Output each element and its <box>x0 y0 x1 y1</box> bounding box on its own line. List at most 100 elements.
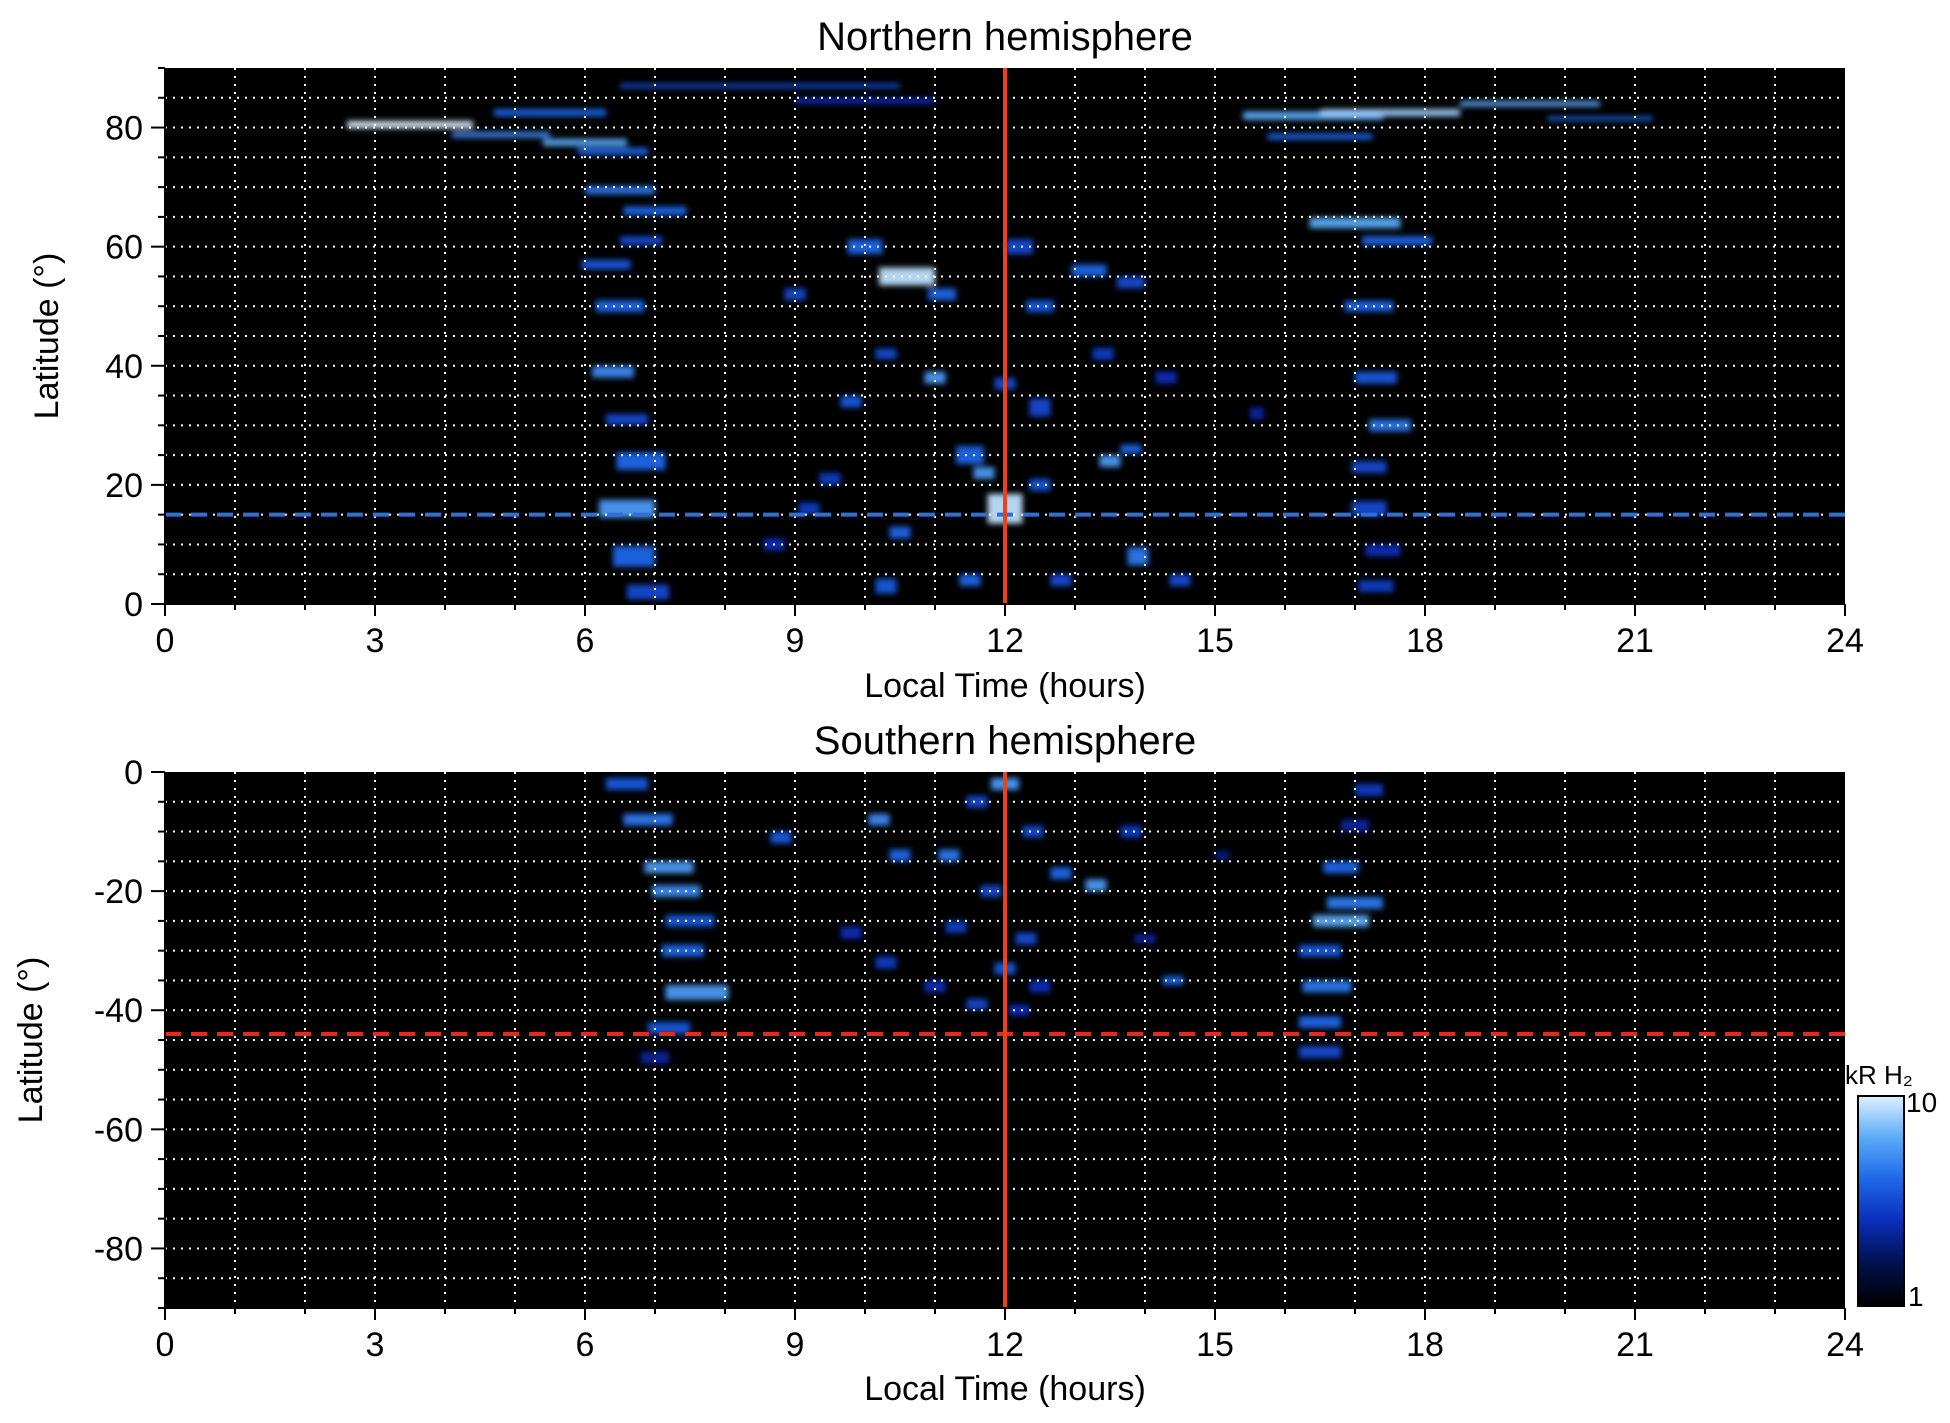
northern-emission-cell <box>879 267 935 286</box>
southern-emission-cell <box>641 1051 669 1064</box>
northern-emission-cell <box>578 147 648 155</box>
southern-emission-cell <box>1323 861 1359 874</box>
northern-emission-cell <box>1155 371 1177 384</box>
northern-emission-cell <box>606 414 648 425</box>
southern-emission-cell <box>1022 825 1044 838</box>
northern-panel: Northern hemisphere 0 3 6 9 12 15 18 21 24 0 20 40 6… <box>28 15 1864 705</box>
northern-emission-cell <box>592 365 634 378</box>
southern-panel: Southern hemisphere 0 3 6 9 12 15 18 21 24 0 -20 -4… <box>12 719 1864 1408</box>
southern-emission-cell <box>623 813 673 826</box>
northern-emission-cell <box>798 502 820 515</box>
northern-x-tick-label: 0 <box>156 622 175 660</box>
southern-emission-cell <box>938 849 960 862</box>
northern-emission-cell <box>1029 478 1051 491</box>
southern-emission-cell <box>840 926 862 939</box>
northern-emission-cell <box>616 452 666 470</box>
northern-emission-cell <box>889 526 911 539</box>
northern-emission-cell <box>1355 371 1397 384</box>
southern-emission-cell <box>868 813 890 826</box>
northern-y-tick-label: 20 <box>105 467 143 505</box>
northern-emission-cell <box>543 138 627 147</box>
northern-x-tick-label: 3 <box>366 622 385 660</box>
northern-emission-cell <box>875 578 897 594</box>
southern-emission-cell <box>1120 825 1142 838</box>
southern-y-tick-label: -80 <box>94 1230 143 1268</box>
southern-emission-cell <box>1299 944 1341 957</box>
northern-y-tick-label: 80 <box>105 110 143 148</box>
southern-emission-cell <box>665 914 715 927</box>
northern-emission-cell <box>620 236 662 246</box>
northern-emission-cell <box>623 206 687 216</box>
northern-emission-cell <box>1050 574 1072 587</box>
northern-emission-cell <box>581 259 631 270</box>
southern-emission-cell <box>924 980 946 993</box>
northern-emission-cell <box>1099 455 1121 468</box>
northern-emission-cell <box>1351 461 1387 473</box>
southern-axes: 0 3 6 9 12 15 18 21 24 0 -20 -40 -60 -80 <box>94 754 1864 1364</box>
southern-emission-cell <box>1299 1016 1341 1029</box>
northern-x-tick-label: 12 <box>986 622 1024 660</box>
northern-x-tick-label: 18 <box>1406 622 1444 660</box>
northern-emission-cell <box>494 109 606 117</box>
northern-y-tick-label: 60 <box>105 229 143 267</box>
northern-emission-cell <box>613 545 655 567</box>
colorbar: kR H₂ 10 1 <box>1845 1060 1937 1312</box>
southern-emission-cell <box>966 998 988 1010</box>
southern-emission-cell <box>1355 783 1383 796</box>
northern-emission-cell <box>452 131 550 138</box>
southern-x-axis-label: Local Time (hours) <box>864 1370 1146 1408</box>
northern-emission-cell <box>1092 347 1114 360</box>
southern-emission-cell <box>1327 897 1383 909</box>
northern-emission-cell <box>1026 300 1054 313</box>
northern-emission-cell <box>595 300 645 313</box>
southern-x-tick-label: 18 <box>1406 1326 1444 1364</box>
northern-emission-cell <box>840 395 862 408</box>
northern-emission-cell <box>819 472 841 485</box>
northern-emission-cell <box>1005 239 1033 255</box>
southern-x-tick-label: 21 <box>1616 1326 1654 1364</box>
northern-emission-cell <box>847 239 883 255</box>
southern-emission-cell <box>1134 934 1156 944</box>
southern-emission-cell <box>889 849 911 862</box>
northern-x-tick-label: 6 <box>576 622 595 660</box>
northern-emission-cell <box>973 467 995 479</box>
southern-y-tick-label: -60 <box>94 1111 143 1149</box>
colorbar-label: kR H₂ <box>1845 1060 1913 1090</box>
southern-emission-cell <box>966 795 988 808</box>
colorbar-max-label: 10 <box>1906 1087 1937 1118</box>
northern-emission-cell <box>1243 111 1383 120</box>
southern-x-tick-label: 24 <box>1826 1326 1864 1364</box>
southern-x-tick-label: 12 <box>986 1326 1024 1364</box>
southern-emission-cell <box>1215 850 1229 860</box>
northern-emission-cell <box>924 371 946 384</box>
northern-emission-cell <box>1460 101 1600 107</box>
southern-emission-cell <box>644 861 694 874</box>
northern-axes: 0 3 6 9 12 15 18 21 24 0 20 40 60 80 <box>105 67 1864 660</box>
northern-emission-cell <box>1351 501 1387 517</box>
northern-emission-cell <box>1344 300 1394 312</box>
northern-y-axis-label: Latitude (°) <box>28 253 66 420</box>
northern-panel-title: Northern hemisphere <box>817 15 1193 59</box>
northern-emission-cell <box>1029 398 1051 417</box>
southern-x-tick-label: 0 <box>156 1326 175 1364</box>
southern-y-tick-label: -40 <box>94 992 143 1030</box>
northern-emission-cell <box>1250 407 1264 420</box>
northern-x-axis-label: Local Time (hours) <box>864 667 1146 705</box>
northern-emission-cell <box>1169 574 1191 587</box>
northern-emission-cell <box>928 288 956 301</box>
northern-x-tick-label: 9 <box>786 622 805 660</box>
southern-emission-cell <box>875 956 897 969</box>
northern-emission-cell <box>1117 276 1145 289</box>
southern-y-axis-label: Latitude (°) <box>12 957 50 1124</box>
colorbar-min-label: 1 <box>1908 1281 1924 1312</box>
northern-x-tick-label: 21 <box>1616 622 1654 660</box>
southern-emission-cell <box>662 944 704 957</box>
southern-emission-cell <box>1008 1004 1030 1016</box>
northern-emission-cell <box>1358 580 1394 593</box>
northern-emission-cell <box>620 83 900 89</box>
northern-emission-cell <box>585 185 655 195</box>
southern-emission-cell <box>1085 879 1107 892</box>
southern-emission-cell <box>648 1022 690 1035</box>
northern-emission-cell <box>1547 116 1653 121</box>
